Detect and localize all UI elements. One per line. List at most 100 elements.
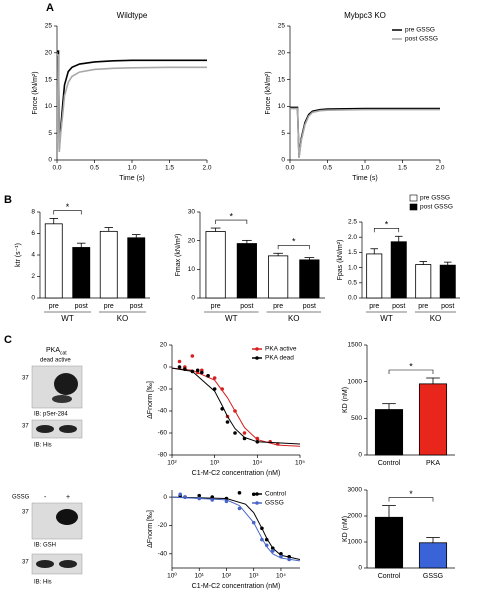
- data-point: [206, 374, 210, 378]
- blot-image: [31, 553, 83, 575]
- y-tick-label: 10: [278, 103, 286, 110]
- bar: [99, 230, 118, 299]
- data-point: [195, 368, 200, 373]
- significance-bracket: [53, 210, 82, 215]
- data-point: [268, 440, 272, 444]
- y-tick-label: 20: [160, 342, 168, 349]
- data-point: [251, 520, 256, 525]
- y-tick-label: 20: [278, 50, 286, 57]
- y-tick-label: 500: [351, 415, 362, 422]
- x-tick-label: GSSG: [423, 573, 443, 580]
- panel-label: B: [4, 194, 12, 206]
- significance-bracket: [277, 244, 310, 250]
- data-point: [237, 506, 242, 511]
- data-point: [210, 495, 215, 499]
- bar: [127, 237, 146, 299]
- x-tick-label: pre: [273, 303, 283, 310]
- y-axis-label: Force (kN/m²): [265, 71, 272, 114]
- legend-swatch: [409, 194, 418, 202]
- significance-bracket: [388, 369, 434, 374]
- blot-top: PKA cat dead active 37 IB: pSer-284 37 I…: [22, 347, 83, 449]
- legend-label: PKA dead: [265, 355, 294, 362]
- y-tick-label: 10: [188, 266, 196, 273]
- data-point: [270, 549, 275, 553]
- blot-band: [36, 425, 54, 433]
- y-tick-label: 6: [31, 230, 35, 237]
- data-point: [200, 370, 204, 375]
- data-point: [197, 496, 202, 501]
- x-tick-label: 0.5: [323, 165, 332, 172]
- bar: [268, 255, 289, 299]
- x-axis-label: C1-M-C2 concentration (nM): [192, 583, 281, 590]
- legend-label: pre GSSG: [420, 195, 450, 202]
- data-point: [255, 436, 260, 441]
- y-tick-label: 30: [188, 209, 196, 216]
- significance-label: *: [385, 220, 389, 230]
- y-tick-label: -40: [158, 551, 168, 558]
- y-axis-label: ΔFnorm [‰]: [147, 510, 154, 548]
- y-tick-label: 1000: [348, 539, 363, 546]
- data-point: [233, 409, 237, 413]
- y-tick-label: 2000: [348, 513, 363, 520]
- blot-bottom: GSSG - + 37 IB: GSH 37 IB: His: [12, 494, 83, 586]
- y-tick-label: 0: [48, 157, 52, 164]
- data-point: [177, 365, 182, 369]
- bar: [374, 409, 404, 456]
- y-tick-label: 15: [278, 76, 286, 83]
- blot-title: PKA: [46, 347, 60, 354]
- blot-band: [54, 373, 78, 395]
- data-point: [242, 431, 247, 435]
- y-tick-label: 2: [31, 273, 35, 280]
- y-tick-label: 20: [45, 50, 53, 57]
- blot-label: IB: GSH: [34, 543, 56, 549]
- y-tick-label: 2.0: [348, 234, 357, 241]
- blot-band: [52, 395, 72, 403]
- y-tick-label: 0.5: [348, 280, 357, 287]
- size-marker: 37: [22, 376, 29, 382]
- x-tick-label: 10¹: [195, 573, 205, 580]
- y-tick-label: 0: [163, 364, 167, 371]
- data-point: [220, 407, 224, 411]
- x-tick-label: 10²: [167, 460, 177, 467]
- blot-label: IB: His: [34, 580, 52, 586]
- y-tick-label: 1000: [348, 378, 363, 385]
- y-tick-label: 15: [45, 76, 53, 83]
- line-series: [57, 50, 207, 150]
- y-tick-label: 25: [278, 23, 286, 30]
- x-tick-label: post: [441, 303, 454, 310]
- x-tick-label: pre: [211, 303, 221, 310]
- y-axis-label: KD (nM): [342, 387, 349, 413]
- y-axis-label: Fpas (kN/m²): [337, 240, 344, 281]
- data-point: [233, 431, 237, 435]
- y-tick-label: 20: [188, 237, 196, 244]
- y-axis-label: Fmax (kN/m²): [175, 234, 182, 277]
- data-point: [260, 526, 264, 531]
- bar: [366, 253, 383, 299]
- legend-label: GSSG: [265, 500, 284, 507]
- x-tick-label: 10³: [210, 460, 220, 467]
- bar: [205, 231, 226, 299]
- data-point: [183, 367, 187, 372]
- significance-bracket: [215, 219, 248, 225]
- bar: [439, 264, 456, 299]
- bar: [418, 383, 448, 456]
- significance-label: *: [66, 202, 70, 212]
- x-tick-label: 10⁰: [167, 572, 177, 580]
- y-axis-label: ΔFnorm [‰]: [147, 381, 154, 419]
- significance-label: *: [409, 489, 413, 499]
- x-tick-label: 10²: [222, 573, 232, 580]
- y-tick-label: 2.5: [348, 219, 357, 226]
- data-point: [260, 537, 264, 542]
- group-label: WT: [380, 314, 393, 323]
- x-tick-label: pre: [104, 303, 114, 310]
- bar: [390, 241, 407, 299]
- legend-label: PKA active: [265, 346, 297, 353]
- data-point: [279, 552, 283, 556]
- y-tick-label: 3000: [348, 487, 363, 494]
- x-tick-label: 10⁴: [276, 573, 286, 580]
- line-series: [290, 106, 440, 158]
- legend-label: Control: [265, 491, 287, 498]
- blot-title-sub: cat: [60, 350, 67, 356]
- blot-title: GSSG: [12, 495, 30, 501]
